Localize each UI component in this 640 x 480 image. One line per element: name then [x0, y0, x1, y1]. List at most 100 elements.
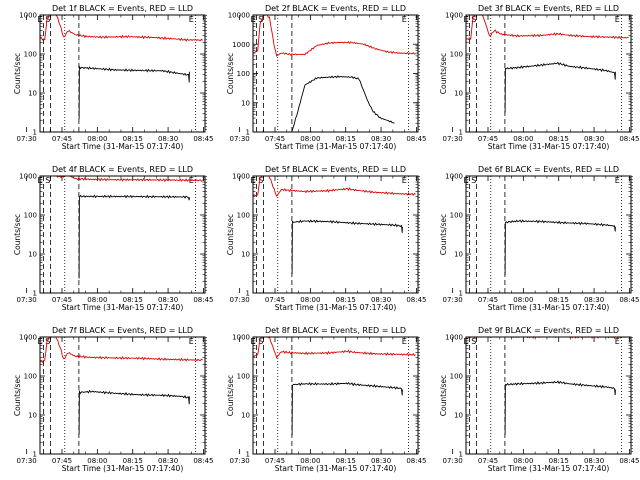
x-tick-label: 08:15	[549, 457, 569, 465]
x-axis-label: Start Time (31-Mar-15 07:17:40)	[275, 142, 397, 151]
y-tick-label: 1	[459, 129, 463, 137]
y-axis-label: Counts/sec	[226, 375, 235, 416]
marker-label-s: S	[471, 15, 476, 24]
panel-title: Det 6f BLACK = Events, RED = LLD	[478, 165, 619, 174]
x-tick-label: 07:45	[265, 135, 285, 143]
y-tick-label: 10	[28, 412, 37, 420]
lld-series-line	[253, 176, 416, 197]
plot-frame	[465, 336, 632, 455]
x-tick-label: 07:30	[230, 296, 250, 304]
x-axis-label: Start Time (31-Mar-15 07:17:40)	[488, 142, 610, 151]
events-series-line	[504, 61, 616, 113]
y-tick-label: 10	[241, 251, 250, 259]
lld-series-line	[40, 15, 203, 42]
x-tick-label: 08:00	[300, 457, 320, 465]
y-tick-label: 1000	[19, 173, 37, 181]
x-axis-label: Start Time (31-Mar-15 07:17:40)	[275, 464, 397, 473]
y-tick-label: 10	[454, 412, 463, 420]
marker-label-s: S	[45, 15, 50, 24]
plot-area	[253, 176, 416, 275]
x-tick-label: 08:45	[406, 296, 426, 304]
plot-frame	[39, 175, 206, 294]
events-series-line	[504, 219, 616, 276]
plot-area	[466, 15, 629, 113]
plot-area	[466, 337, 629, 435]
x-tick-label: 08:15	[123, 135, 143, 143]
x-axis-label: Start Time (31-Mar-15 07:17:40)	[488, 464, 610, 473]
lld-series-line	[40, 176, 203, 183]
plot-frame	[252, 14, 419, 133]
plot-frame	[465, 175, 632, 294]
y-axis-label: Counts/sec	[13, 53, 22, 94]
x-tick-label: 08:30	[158, 135, 178, 143]
chart-panel-det-1: Det 1f BLACK = Events, RED = LLD 1 10 100 10…	[13, 4, 214, 151]
x-tick-label: 08:15	[336, 135, 356, 143]
y-tick-label: 1	[246, 290, 250, 298]
panel-title: Det 3f BLACK = Events, RED = LLD	[478, 4, 619, 13]
y-tick-label: 10	[241, 412, 250, 420]
x-axis-label: Start Time (31-Mar-15 07:17:40)	[62, 303, 184, 312]
x-tick-label: 08:00	[300, 135, 320, 143]
plot-area	[253, 337, 416, 436]
y-tick-label: 10	[28, 251, 37, 259]
x-tick-label: 08:45	[406, 457, 426, 465]
x-tick-label: 07:30	[17, 457, 37, 465]
x-tick-label: 07:30	[443, 457, 463, 465]
x-tick-label: 08:45	[619, 457, 639, 465]
marker-label-s: S	[45, 176, 50, 185]
x-tick-label: 08:45	[406, 135, 426, 143]
x-tick-label: 08:00	[300, 296, 320, 304]
x-tick-label: 07:45	[478, 457, 498, 465]
marker-label-e: E	[615, 337, 620, 346]
chart-panel-det-5: Det 5f BLACK = Events, RED = LLD 1 10 100 10…	[226, 165, 427, 312]
x-tick-label: 07:30	[17, 135, 37, 143]
x-tick-label: 07:30	[443, 296, 463, 304]
panel-title: Det 5f BLACK = Events, RED = LLD	[265, 165, 406, 174]
y-tick-label: 10	[454, 251, 463, 259]
plot-frame	[252, 336, 419, 455]
lld-series-line	[466, 15, 629, 41]
marker-label-e: E	[189, 337, 194, 346]
x-tick-label: 08:30	[584, 135, 604, 143]
plot-frame	[39, 336, 206, 455]
y-tick-label: 1000	[232, 41, 250, 49]
events-series-line	[504, 380, 616, 435]
plot-area	[40, 15, 203, 120]
x-tick-label: 07:30	[443, 135, 463, 143]
x-tick-label: 08:15	[123, 457, 143, 465]
x-tick-label: 08:45	[193, 457, 213, 465]
y-tick-label: 100	[24, 51, 37, 59]
y-tick-label: 10000	[228, 12, 250, 20]
y-axis-label: Counts/sec	[226, 53, 235, 94]
y-tick-label: 10	[241, 99, 250, 107]
y-tick-label: 100	[450, 373, 463, 381]
marker-label-s: S	[45, 337, 50, 346]
plot-area	[40, 176, 203, 279]
chart-panel-det-2: Det 2f BLACK = Events, RED = LLD 1 10 100 10…	[226, 4, 427, 151]
chart-panel-det-3: Det 3f BLACK = Events, RED = LLD 1 10 100 10…	[439, 4, 640, 151]
x-axis-label: Start Time (31-Mar-15 07:17:40)	[62, 464, 184, 473]
panel-title: Det 8f BLACK = Events, RED = LLD	[265, 326, 406, 335]
y-axis-label: Counts/sec	[439, 214, 448, 255]
plot-frame	[39, 14, 206, 133]
panel-title: Det 4f BLACK = Events, RED = LLD	[52, 165, 193, 174]
y-tick-label: 1	[33, 129, 37, 137]
marker-label-s: S	[258, 176, 263, 185]
chart-panel-det-7: Det 7f BLACK = Events, RED = LLD 1 10 100 10…	[13, 326, 214, 473]
y-tick-label: 1	[33, 451, 37, 459]
y-tick-label: 1000	[445, 334, 463, 342]
events-series-line	[291, 381, 403, 436]
marker-label-e: E	[615, 15, 620, 24]
x-tick-label: 08:45	[619, 135, 639, 143]
marker-label-s: S	[258, 15, 263, 24]
x-tick-label: 08:45	[193, 296, 213, 304]
x-tick-label: 07:45	[52, 135, 72, 143]
x-tick-label: 07:45	[52, 457, 72, 465]
x-tick-label: 07:30	[230, 135, 250, 143]
x-tick-label: 08:30	[584, 457, 604, 465]
x-tick-label: 08:45	[619, 296, 639, 304]
x-tick-label: 08:00	[513, 296, 533, 304]
x-tick-label: 08:00	[87, 135, 107, 143]
x-axis-label: Start Time (31-Mar-15 07:17:40)	[488, 303, 610, 312]
marker-label-e: E	[402, 337, 407, 346]
